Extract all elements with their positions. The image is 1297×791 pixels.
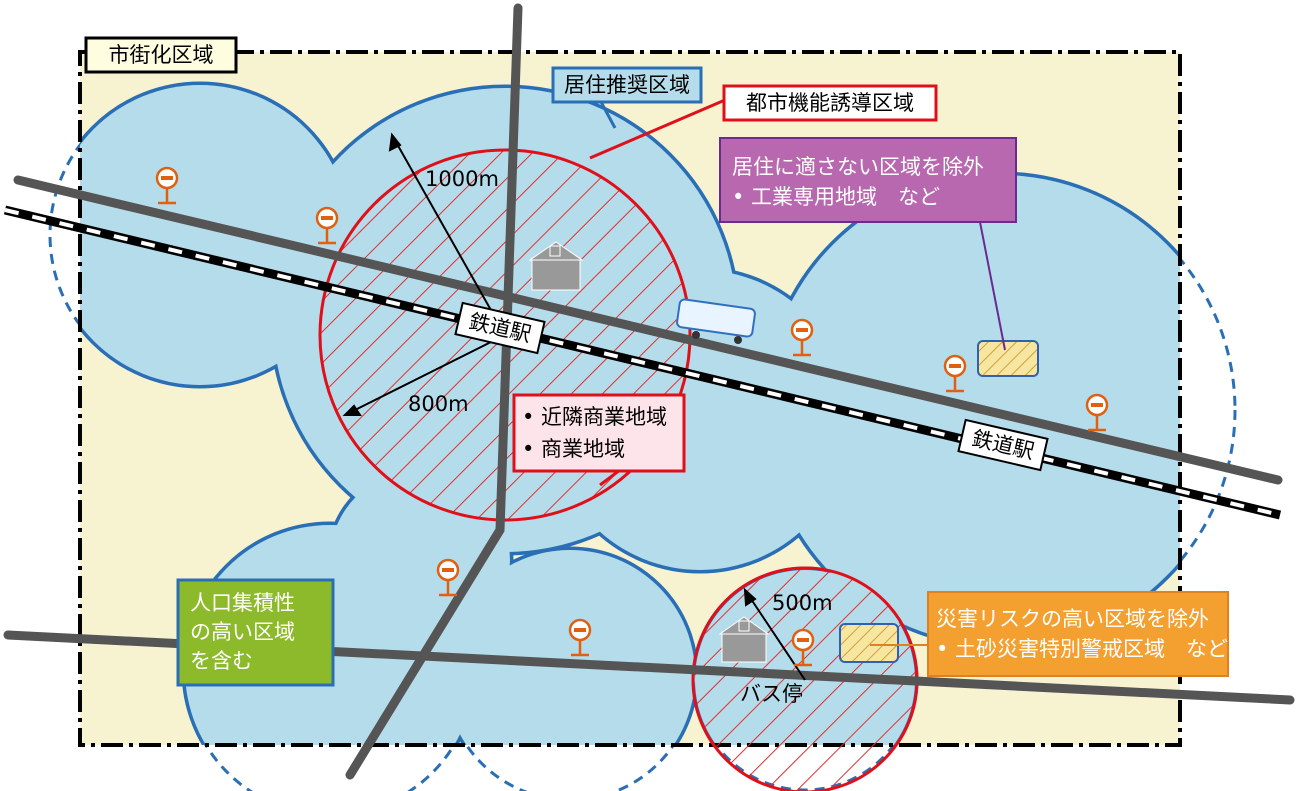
unsuitable-box <box>719 137 1017 223</box>
urban-function-label-box <box>722 84 938 122</box>
residential-label: 居住推奨区域 <box>564 73 690 97</box>
distance-label: 800m <box>408 392 469 416</box>
disaster-box <box>927 591 1229 677</box>
station-box <box>454 301 546 355</box>
disaster-title: 災害リスクの高い区域を除外 <box>936 607 1209 631</box>
residential-label-box <box>551 66 703 104</box>
disaster-zone <box>839 623 899 663</box>
disaster-item: • 土砂災害特別警戒区域 など <box>936 637 1228 661</box>
connector <box>589 98 726 160</box>
urbanization-label: 市街化区域 <box>109 43 214 67</box>
commercial-box <box>512 393 686 473</box>
buildings <box>528 241 770 663</box>
urbanization-border <box>78 50 1182 747</box>
bus-stop-label: バス停 <box>740 682 803 706</box>
railway-dash <box>4 208 1281 517</box>
industrial-zone <box>977 340 1039 377</box>
connector <box>598 99 617 129</box>
urban-function-label: 都市機能誘導区域 <box>746 91 914 115</box>
population-box <box>176 578 335 687</box>
commercial-item: • 近隣商業地域 <box>522 405 667 429</box>
station-box <box>957 418 1049 472</box>
distance-label: 1000m <box>425 167 499 191</box>
commercial-item: • 商業地域 <box>522 437 625 461</box>
bus <box>676 298 756 344</box>
distance-label: 500m <box>772 591 833 615</box>
population-line: の高い区域 <box>190 620 295 644</box>
urbanization-label-box <box>84 36 238 74</box>
unsuitable-title: 居住に適さない区域を除外 <box>732 155 984 179</box>
unsuitable-item: • 工業専用地域 など <box>732 185 940 209</box>
population-line: 人口集積性 <box>190 591 295 615</box>
population-line: を含む <box>190 649 253 673</box>
radius-arrows <box>342 132 806 681</box>
connector <box>979 221 1006 351</box>
